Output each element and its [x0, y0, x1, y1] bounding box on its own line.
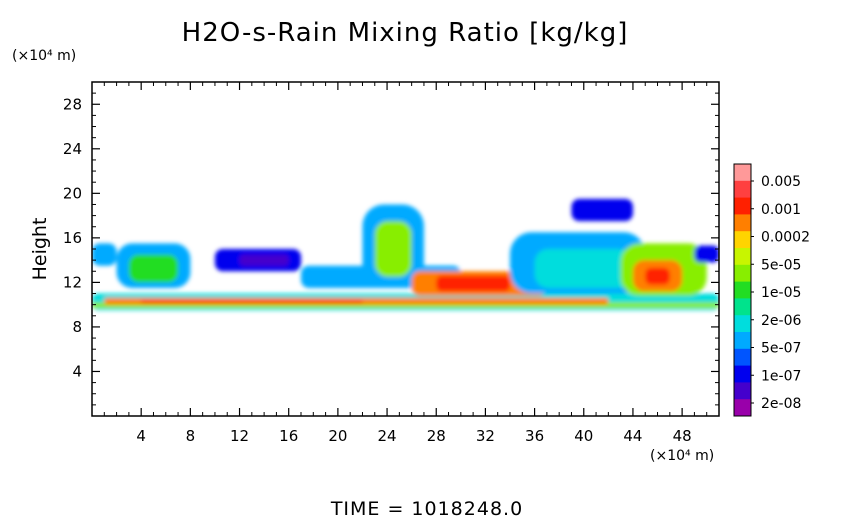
- x-tick-label-10: 44: [623, 427, 642, 445]
- y-tick-label-2: 12: [63, 273, 82, 291]
- rain-field: [92, 198, 719, 311]
- x-tick-label-11: 48: [673, 427, 692, 445]
- x-tick-label-1: 8: [186, 427, 196, 445]
- colorbar-swatch-0: [734, 164, 751, 182]
- colorbar-label-0: 0.005: [761, 174, 801, 190]
- x-tick-label-0: 4: [136, 427, 146, 445]
- rain-cell-11: [374, 221, 412, 277]
- colorbar-swatch-11: [734, 348, 751, 367]
- y-axis: 4 8 12 16 20 24 28: [63, 92, 719, 406]
- x-tick-label-5: 24: [378, 427, 397, 445]
- colorbar-swatch-9: [734, 315, 751, 333]
- x-tick-label-3: 16: [279, 427, 298, 445]
- colorbar-swatch-13: [734, 382, 751, 400]
- colorbar-swatch-4: [734, 231, 751, 249]
- x-tick-label-9: 40: [574, 427, 593, 445]
- colorbar-frame: [733, 163, 752, 417]
- colorbar: [733, 163, 752, 417]
- colorbar-labels: 0.005 0.001 0.0002 5e-05 1e-05 2e-06 5e-07 1e-0…: [751, 174, 810, 412]
- y-tick-label-1: 8: [72, 318, 82, 336]
- colorbar-label-3: 5e-05: [761, 257, 801, 273]
- rain-cell-6: [128, 254, 179, 283]
- colorbar-label-1: 0.001: [761, 202, 801, 218]
- y-unit-label: (×10⁴ m): [12, 48, 76, 64]
- rain-cell-15: [534, 249, 633, 288]
- rain-cell-3: [141, 300, 363, 304]
- colorbar-swatch-5: [734, 248, 751, 266]
- colorbar-swatch-12: [734, 365, 751, 383]
- time-label: TIME = 1018248.0: [330, 498, 523, 519]
- colorbar-swatch-14: [734, 399, 751, 417]
- y-tick-label-4: 20: [63, 184, 82, 202]
- colorbar-swatch-7: [734, 281, 751, 299]
- x-tick-label-4: 20: [328, 427, 347, 445]
- colorbar-swatch-6: [734, 264, 751, 283]
- colorbar-swatch-3: [734, 214, 751, 232]
- rain-cell-20: [694, 245, 719, 263]
- rain-cell-4: [92, 243, 117, 266]
- rain-cell-16: [571, 198, 633, 222]
- y-axis-title: Height: [29, 218, 51, 281]
- colorbar-label-4: 1e-05: [761, 285, 801, 301]
- colorbar-label-7: 1e-07: [761, 368, 801, 384]
- y-tick-label-5: 24: [63, 140, 82, 158]
- x-tick-label-6: 28: [427, 427, 446, 445]
- x-tick-label-7: 32: [476, 427, 495, 445]
- colorbar-label-5: 2e-06: [761, 313, 801, 329]
- chart-title: H2O-s-Rain Mixing Ratio [kg/kg]: [182, 18, 629, 48]
- rain-cell-8: [239, 254, 289, 266]
- colorbar-swatch-10: [734, 332, 751, 350]
- colorbar-swatch-8: [734, 298, 751, 316]
- rain-cell-19: [645, 267, 670, 285]
- plot-area: [92, 82, 719, 416]
- colorbar-swatch-1: [734, 180, 751, 199]
- x-unit-label: (×10⁴ m): [650, 448, 714, 464]
- rain-cell-13: [436, 275, 510, 292]
- x-tick-label-8: 36: [525, 427, 544, 445]
- x-tick-label-2: 12: [230, 427, 249, 445]
- x-axis: 4 8 12 16 20 24 28 32 36 40 44 48: [103, 82, 708, 445]
- y-tick-label-0: 4: [72, 362, 82, 380]
- y-tick-label-6: 28: [63, 95, 82, 113]
- colorbar-swatch-2: [734, 197, 751, 215]
- colorbar-label-8: 2e-08: [761, 396, 801, 412]
- y-tick-label-3: 16: [63, 229, 82, 247]
- colorbar-label-6: 5e-07: [761, 341, 801, 357]
- colorbar-label-2: 0.0002: [761, 230, 810, 246]
